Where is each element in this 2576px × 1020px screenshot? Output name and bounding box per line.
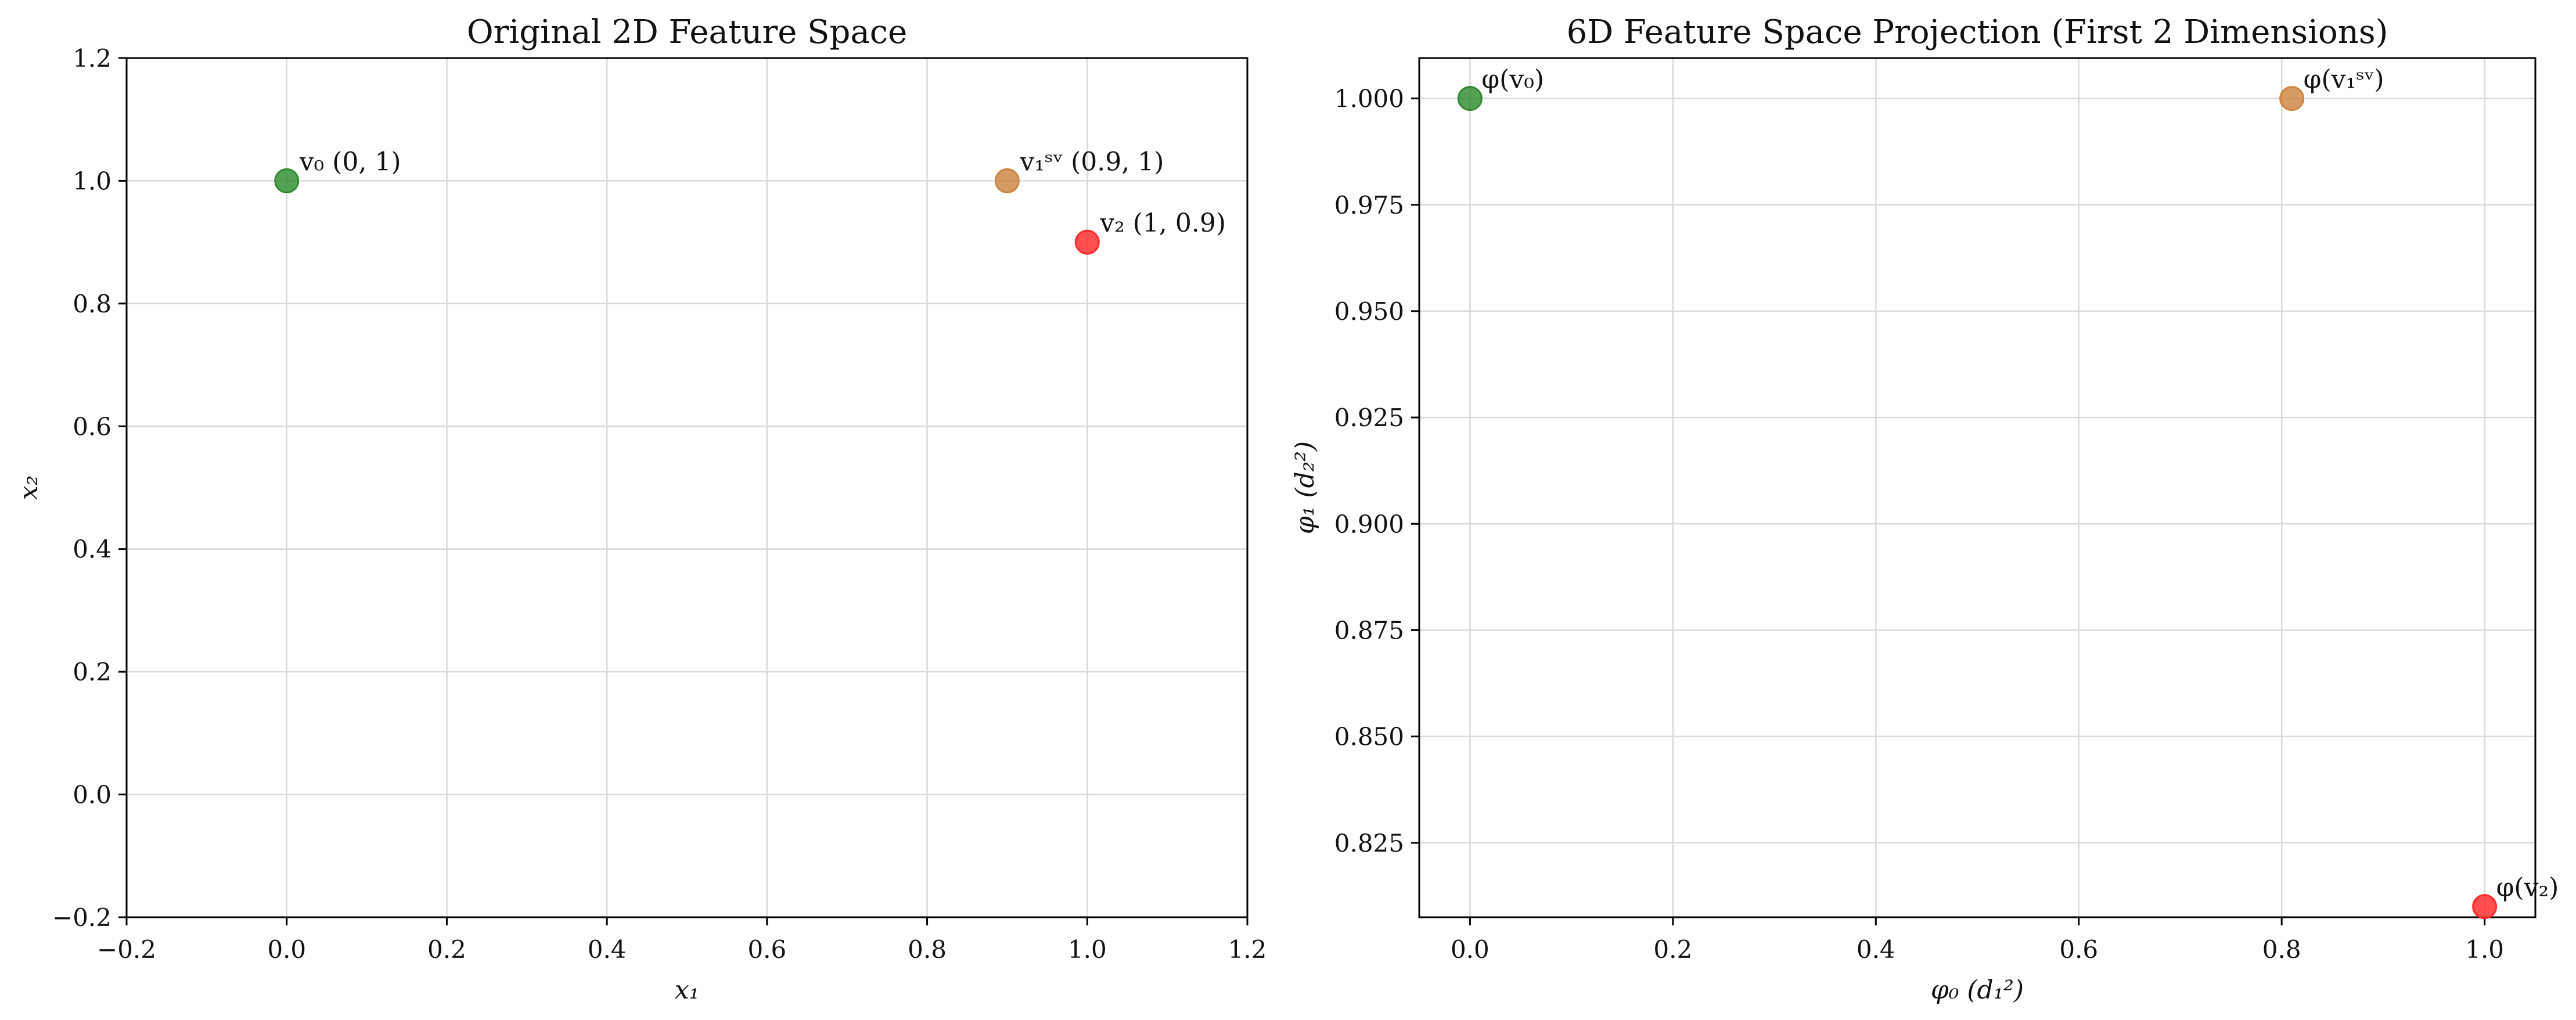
x-tick-label: 0.0 [1451,935,1490,964]
y-tick-label: 0.4 [73,535,111,564]
y-tick-label: 0.2 [73,658,111,686]
x-tick-label: 0.8 [2262,935,2301,964]
x-tick-label: 0.6 [2059,935,2098,964]
y-axis-label: x₂ [14,475,44,500]
x-tick-label: 1.0 [1068,935,1107,964]
y-tick-label: 0.875 [1334,616,1404,644]
x-tick-label: 0.4 [1857,935,1895,964]
data-point [2279,86,2305,111]
y-tick-label: 0.900 [1334,510,1404,538]
y-tick-label: 1.0 [73,167,111,195]
data-point [1074,229,1100,255]
y-tick-label: 0.0 [73,781,111,809]
y-tick-label: −0.2 [52,903,111,932]
chart-panel-1: 0.0 0.2 0.4 0.6 0.8 1.0 0.825 0.850 0.875 0.900 0.… [1290,13,2559,1005]
data-point [2472,894,2498,920]
y-tick-label: 1.000 [1334,85,1404,113]
x-tick-label: 0.8 [908,935,947,964]
x-tick-label: 0.2 [427,935,466,964]
y-tick-label: 0.950 [1334,297,1404,326]
data-point-label: φ(v₂) [2496,873,2559,903]
x-axis-label: φ₀ (d₁²) [1931,975,2024,1005]
x-tick-label: 0.4 [588,935,627,964]
y-tick-label: 0.850 [1334,723,1404,751]
x-tick-label: 0.0 [267,935,306,964]
data-point [274,168,300,193]
chart-title: Original 2D Feature Space [467,13,908,51]
x-tick-label: 1.0 [2465,935,2504,964]
y-axis-label: φ₁ (d₂²) [1290,441,1320,534]
data-point-label: v₁ˢᵛ (0.9, 1) [1019,147,1164,176]
data-point-label: φ(v₁ˢᵛ) [2304,65,2384,95]
data-point-label: v₀ (0, 1) [299,147,401,176]
data-point-label: v₂ (1, 0.9) [1099,208,1226,238]
x-tick-label: 0.2 [1653,935,1692,964]
chart-panel-0: −0.2 0.0 0.2 0.4 0.6 0.8 1.0 1.2 −0.2 0.0 0.2 0.4 0.… [14,13,1267,1005]
x-axis-label: x₁ [675,975,699,1005]
data-point-label: φ(v₀) [1481,65,1544,95]
x-tick-label: 1.2 [1228,935,1267,964]
y-tick-label: 0.825 [1334,829,1404,857]
y-tick-label: 0.925 [1334,403,1404,432]
y-tick-label: 0.8 [73,290,111,318]
plot-frame [1418,57,2537,918]
chart-title: 6D Feature Space Projection (First 2 Dim… [1567,13,2388,51]
data-point [994,168,1020,193]
x-tick-label: −0.2 [97,935,156,964]
data-point [1457,86,1483,111]
y-tick-label: 1.2 [73,44,111,73]
x-tick-label: 0.6 [747,935,786,964]
y-tick-label: 0.975 [1334,191,1404,219]
plot-frame [125,57,1249,918]
y-tick-label: 0.6 [73,412,111,441]
